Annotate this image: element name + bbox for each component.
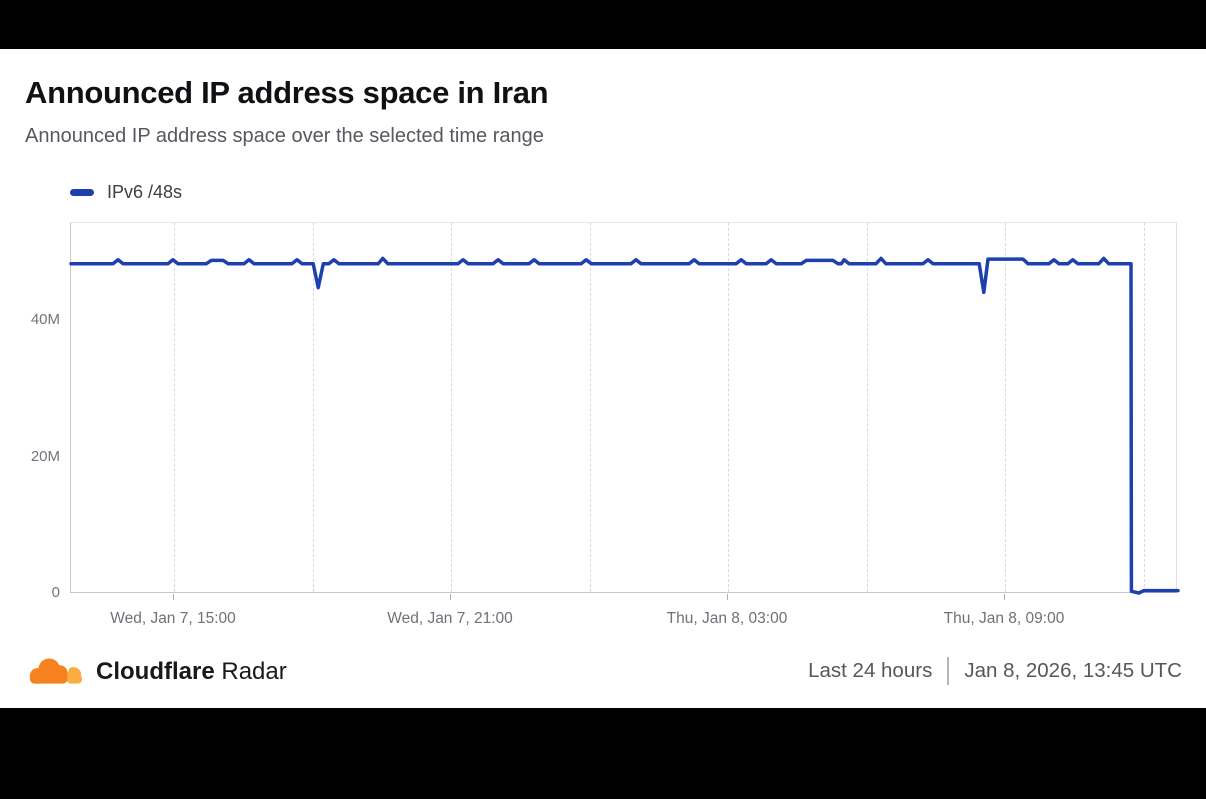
gridline bbox=[728, 223, 729, 592]
line-chart-svg bbox=[69, 256, 1180, 595]
y-axis-label-20m: 20M bbox=[30, 448, 60, 465]
page-title: Announced IP address space in Iran bbox=[25, 75, 549, 110]
time-range-label: Last 24 hours bbox=[808, 659, 933, 682]
footer-separator bbox=[947, 657, 950, 685]
brand-radar: Radar bbox=[221, 658, 287, 685]
gridline bbox=[174, 223, 175, 592]
radar-card: Announced IP address space in Iran Annou… bbox=[0, 49, 1206, 708]
cloudflare-logo-icon bbox=[29, 658, 83, 687]
page-subtitle: Announced IP address space over the sele… bbox=[25, 125, 544, 147]
x-axis-tick bbox=[1004, 594, 1005, 600]
chart-plot-area[interactable] bbox=[69, 222, 1180, 595]
top-letterbox-bar bbox=[0, 0, 1206, 49]
x-axis-label-4: Thu, Jan 8, 09:00 bbox=[943, 610, 1065, 627]
x-axis-tick bbox=[450, 594, 451, 600]
x-axis-label-2: Wed, Jan 7, 21:00 bbox=[387, 610, 513, 627]
bottom-letterbox-bar bbox=[0, 708, 1206, 799]
y-axis-label-0: 0 bbox=[51, 584, 60, 601]
gridline bbox=[451, 223, 452, 592]
line-series-ipv6 bbox=[69, 256, 1180, 595]
x-axis-label-1: Wed, Jan 7, 15:00 bbox=[110, 610, 236, 627]
logo-light-cloud bbox=[65, 667, 83, 684]
timestamp-label: Jan 8, 2026, 13:45 UTC bbox=[964, 659, 1182, 682]
x-axis-label-3: Thu, Jan 8, 03:00 bbox=[666, 610, 788, 627]
gridline bbox=[1005, 223, 1006, 592]
x-axis-tick bbox=[173, 594, 174, 600]
gridline bbox=[867, 223, 868, 592]
gridline bbox=[313, 223, 314, 592]
legend-item-ipv6[interactable]: IPv6 /48s bbox=[70, 182, 182, 203]
gridline bbox=[590, 223, 591, 592]
legend-label: IPv6 /48s bbox=[107, 182, 183, 202]
gridline bbox=[1144, 223, 1145, 592]
y-axis-label-40m: 40M bbox=[30, 311, 60, 328]
footer-meta: Last 24 hours Jan 8, 2026, 13:45 UTC bbox=[808, 657, 1182, 685]
brand-wordmark[interactable]: Cloudflare Radar bbox=[96, 658, 287, 686]
logo-cloud bbox=[29, 658, 68, 684]
brand-cloudflare: Cloudflare bbox=[96, 658, 215, 685]
x-axis-tick bbox=[727, 594, 728, 600]
legend-color-swatch bbox=[70, 189, 94, 196]
